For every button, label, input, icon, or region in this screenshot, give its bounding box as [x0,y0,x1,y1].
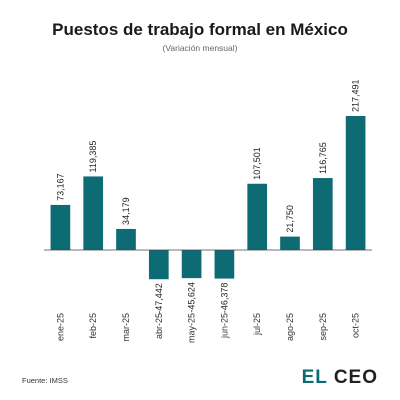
x-tick-jul-25: jul-25 [252,313,262,336]
data-label-oct-25: 217,491 [351,79,361,112]
el-ceo-logo: EL CEO [302,367,378,389]
bar-abr-25 [148,250,169,280]
x-tick-jun-25: jun-25 [219,313,229,339]
data-label-ene-25: 73,167 [55,173,65,201]
data-label-mar-25: 34,179 [121,197,131,225]
bar-feb-25 [83,176,104,250]
x-tick-oct-25: oct-25 [351,313,361,338]
chart-subtitle: (Variación mensual) [162,43,238,53]
x-tick-ago-25: ago-25 [285,313,295,341]
data-label-jun-25: -46,378 [219,283,229,314]
x-tick-may-25: may-25 [187,313,197,343]
bar-jul-25 [247,183,268,250]
x-tick-sep-25: sep-25 [318,313,328,341]
bar-mar-25 [116,228,136,250]
data-label-sep-25: 116,765 [318,142,328,174]
data-label-feb-25: 119,385 [88,141,98,173]
logo-word-el: EL [301,367,328,388]
bar-ene-25 [50,204,71,250]
x-tick-mar-25: mar-25 [121,313,131,342]
x-tick-ene-25: ene-25 [55,313,65,341]
logo-word-ceo: CEO [333,367,378,388]
source-note: Fuente: IMSS [22,376,68,385]
data-label-may-25: -45,624 [187,282,197,313]
bar-ago-25 [280,236,300,250]
data-label-abr-25: -47,442 [154,283,164,314]
data-label-ago-25: 21,750 [285,205,295,233]
bar-jun-25 [214,250,235,279]
x-tick-abr-25: abr-25 [154,313,164,339]
data-label-jul-25: 107,501 [252,147,262,180]
bar-sep-25 [312,178,333,250]
bar-may-25 [181,250,202,279]
bar-oct-25 [345,116,366,250]
chart-title: Puestos de trabajo formal en México [52,20,348,39]
x-tick-feb-25: feb-25 [88,313,98,339]
